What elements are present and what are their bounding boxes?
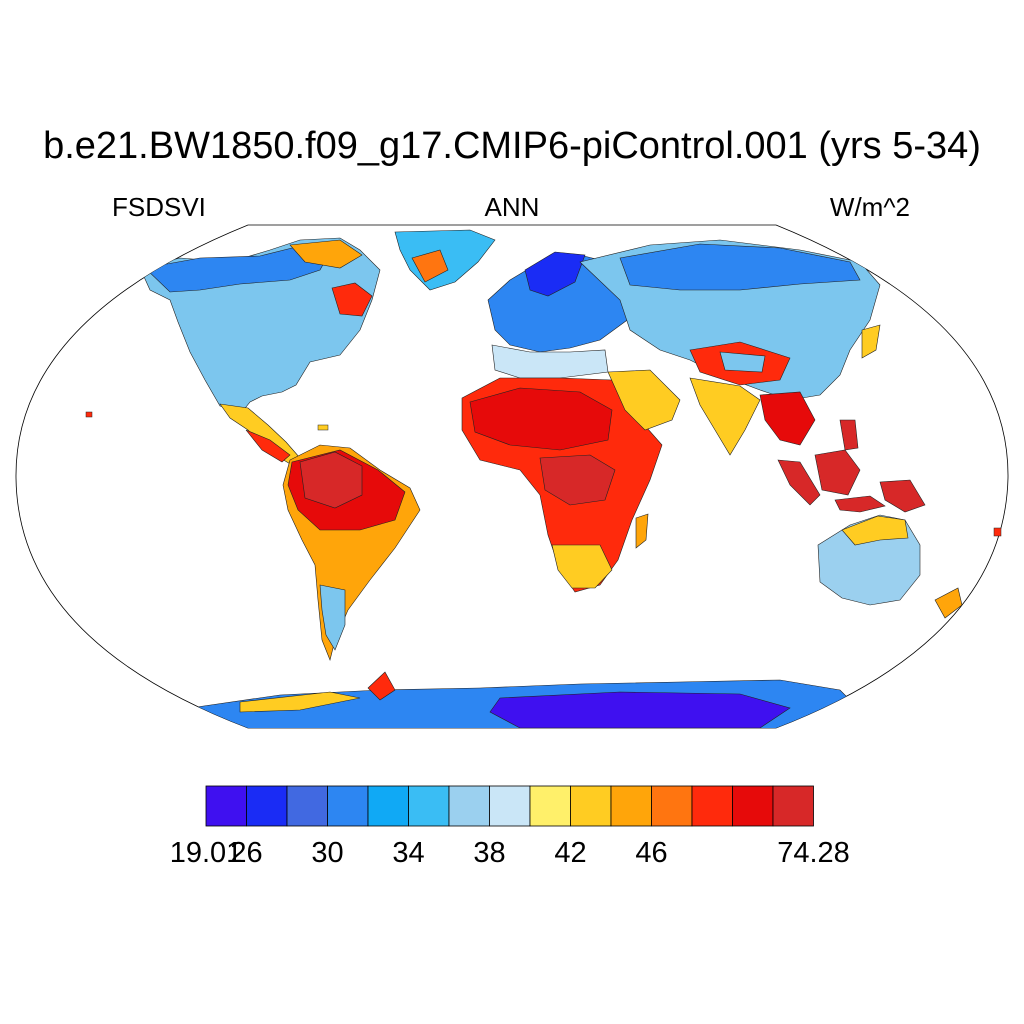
greenland-land [394, 229, 496, 291]
colorbar-box-14 [772, 785, 814, 827]
season-label: ANN [484, 192, 540, 222]
patagonia-cool [319, 584, 346, 651]
pacific-island [993, 527, 1002, 537]
antarctica-coast-warm [239, 691, 361, 713]
colorbar-label: 19.01 [169, 837, 243, 869]
colorbar-label: 26 [230, 837, 263, 869]
tibet-core [719, 351, 766, 373]
india-land [689, 377, 761, 456]
colorbar-label: 30 [311, 837, 344, 869]
colorbar-box-13 [732, 785, 774, 827]
greenland-warm [411, 249, 449, 283]
colorbar-box-4 [367, 785, 409, 827]
hudson-warm [289, 239, 363, 269]
caribbean-island [317, 424, 329, 431]
labrador-red [331, 282, 373, 317]
amazon-basin [299, 451, 363, 509]
arabia-land [607, 369, 681, 431]
southeast-asia [759, 391, 816, 446]
colorbar-box-6 [448, 785, 490, 827]
antarctica-interior [489, 691, 791, 728]
sahara-core [469, 387, 613, 451]
colorbar-box-8 [529, 785, 571, 827]
colorbar-label: 46 [635, 837, 668, 869]
australia-north-warm [841, 515, 909, 546]
new-zealand [934, 587, 963, 619]
colorbar-box-12 [691, 785, 733, 827]
scandinavia [524, 251, 586, 297]
units-label: W/m^2 [829, 192, 910, 222]
south-africa-warm [551, 544, 613, 589]
colorbar-box-1 [246, 785, 288, 827]
siberia-north [619, 243, 861, 291]
colorbar-label: 34 [392, 837, 425, 869]
indonesia-islands [834, 495, 886, 513]
variable-label: FSDSVI [112, 192, 206, 222]
colorbar-box-5 [408, 785, 450, 827]
central-america-red [245, 429, 291, 463]
colorbar-label: 38 [473, 837, 506, 869]
colorbar [205, 785, 814, 827]
colorbar-box-3 [327, 785, 369, 827]
antarctic-peninsula [367, 671, 396, 701]
colorbar-box-10 [610, 785, 652, 827]
north-america-north [144, 245, 331, 293]
colorbar-label: 74.28 [777, 837, 850, 869]
colorbar-label: 42 [554, 837, 587, 869]
indonesia-sumatra [777, 459, 821, 506]
philippines [839, 419, 859, 451]
indonesia-borneo [814, 449, 861, 496]
colorbar-box-7 [489, 785, 531, 827]
new-guinea [879, 479, 926, 513]
hawaii-island [85, 411, 93, 418]
colorbar-box-2 [286, 785, 328, 827]
colorbar-box-0 [205, 785, 247, 827]
colorbar-box-9 [570, 785, 612, 827]
plot-title: b.e21.BW1850.f09_g17.CMIP6-piControl.001… [43, 125, 981, 167]
colorbar-box-11 [651, 785, 693, 827]
japan [861, 324, 881, 359]
madagascar [635, 513, 649, 549]
central-africa-core [539, 454, 616, 506]
